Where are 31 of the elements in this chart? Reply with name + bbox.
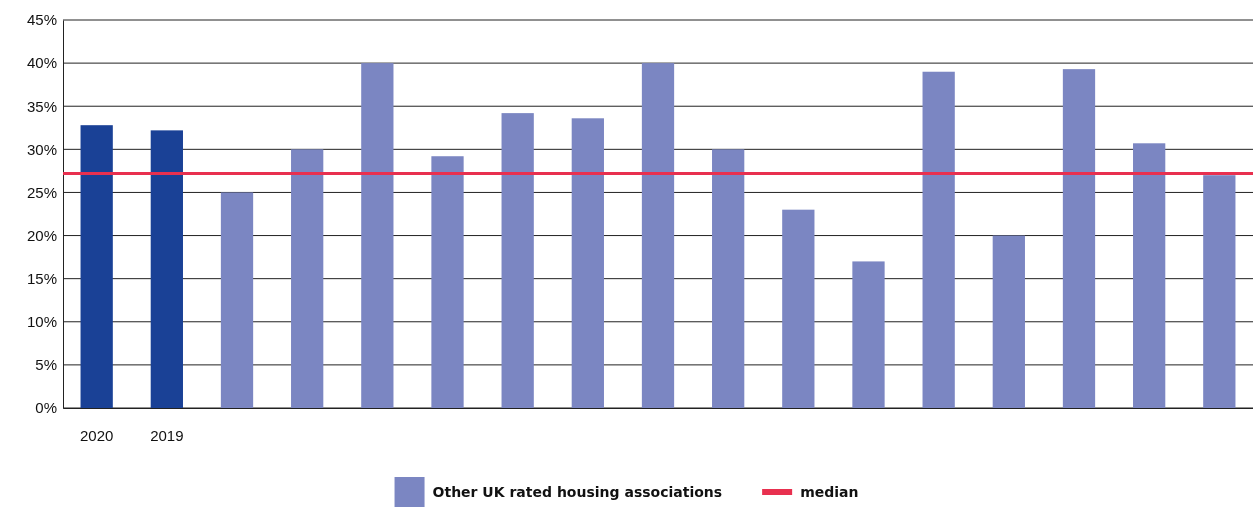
bar [291,149,324,408]
y-tick-label: 5% [35,356,57,374]
bar [220,192,254,408]
y-tick-label: 40% [26,54,57,72]
bar [361,63,394,408]
y-tick-label: 20% [26,226,57,244]
y-tick-label: 10% [26,313,57,331]
bar [782,209,815,408]
y-tick-label: 45% [26,11,57,29]
bar [80,125,113,408]
legend-label: median [800,484,859,500]
bar [150,130,183,408]
x-tick-label: 2019 [150,426,184,444]
bar [1133,143,1166,408]
bar [431,156,464,408]
bar [571,118,604,408]
bar [852,261,885,408]
y-tick-label: 35% [26,97,57,115]
bar [1062,69,1096,408]
y-tick-label: 15% [26,269,57,287]
bar [501,113,534,408]
bar [1203,175,1236,408]
bar [922,71,955,408]
bar [641,63,675,408]
y-tick-label: 25% [26,183,57,201]
x-tick-label: 2020 [79,426,114,444]
legend-label: Other UK rated housing associations [432,484,723,500]
bar [992,235,1025,408]
y-tick-label: 0% [35,399,57,417]
bar [712,149,745,408]
y-tick-label: 30% [26,140,57,158]
